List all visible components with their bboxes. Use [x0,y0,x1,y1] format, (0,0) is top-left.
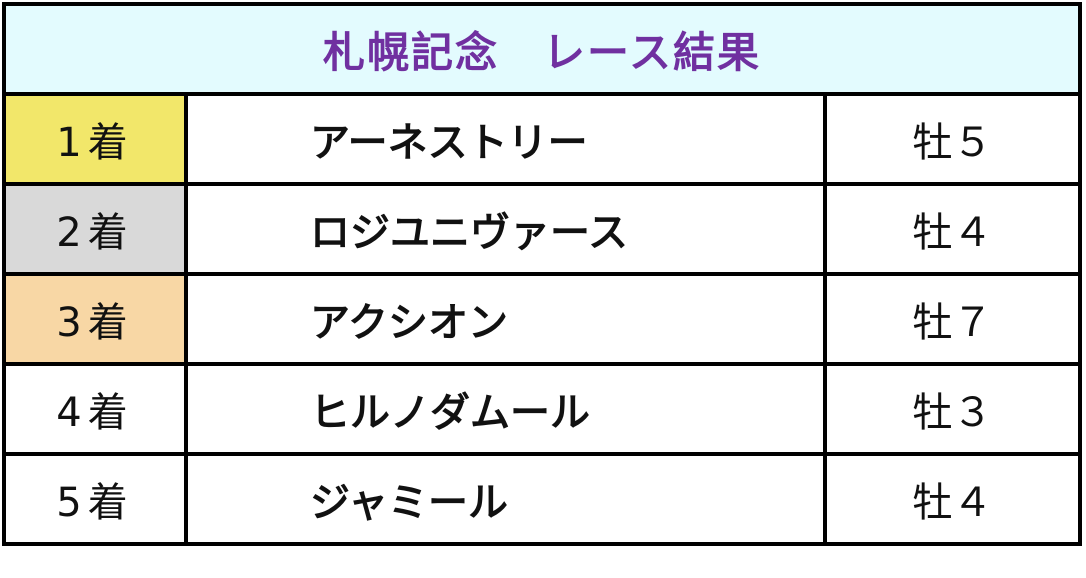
sex-age-cell: 牡３ [823,362,1082,456]
sex-age-cell: 牡７ [823,272,1082,366]
place-cell: 5着 [2,452,188,546]
horse-name-cell: ロジユニヴァース [184,182,827,276]
sex-age-cell: 牡４ [823,182,1082,276]
table-row: 1着 アーネストリー 牡５ [2,92,1082,186]
table-title: 札幌記念 レース結果 [2,2,1082,96]
horse-name-cell: アクシオン [184,272,827,366]
place-cell: 4着 [2,362,188,456]
place-cell: 2着 [2,182,188,276]
place-cell: 1着 [2,92,188,186]
table-row: 4着 ヒルノダムール 牡３ [2,362,1082,456]
title-row: 札幌記念 レース結果 [2,2,1082,96]
horse-name-cell: ヒルノダムール [184,362,827,456]
place-cell: 3着 [2,272,188,366]
sex-age-cell: 牡５ [823,92,1082,186]
table-row: 5着 ジャミール 牡４ [2,452,1082,546]
horse-name-cell: ジャミール [184,452,827,546]
table-row: 3着 アクシオン 牡７ [2,272,1082,366]
sex-age-cell: 牡４ [823,452,1082,546]
horse-name-cell: アーネストリー [184,92,827,186]
race-results-table: 札幌記念 レース結果 1着 アーネストリー 牡５ 2着 ロジユニヴァース 牡４ … [2,2,1082,546]
table-row: 2着 ロジユニヴァース 牡４ [2,182,1082,276]
